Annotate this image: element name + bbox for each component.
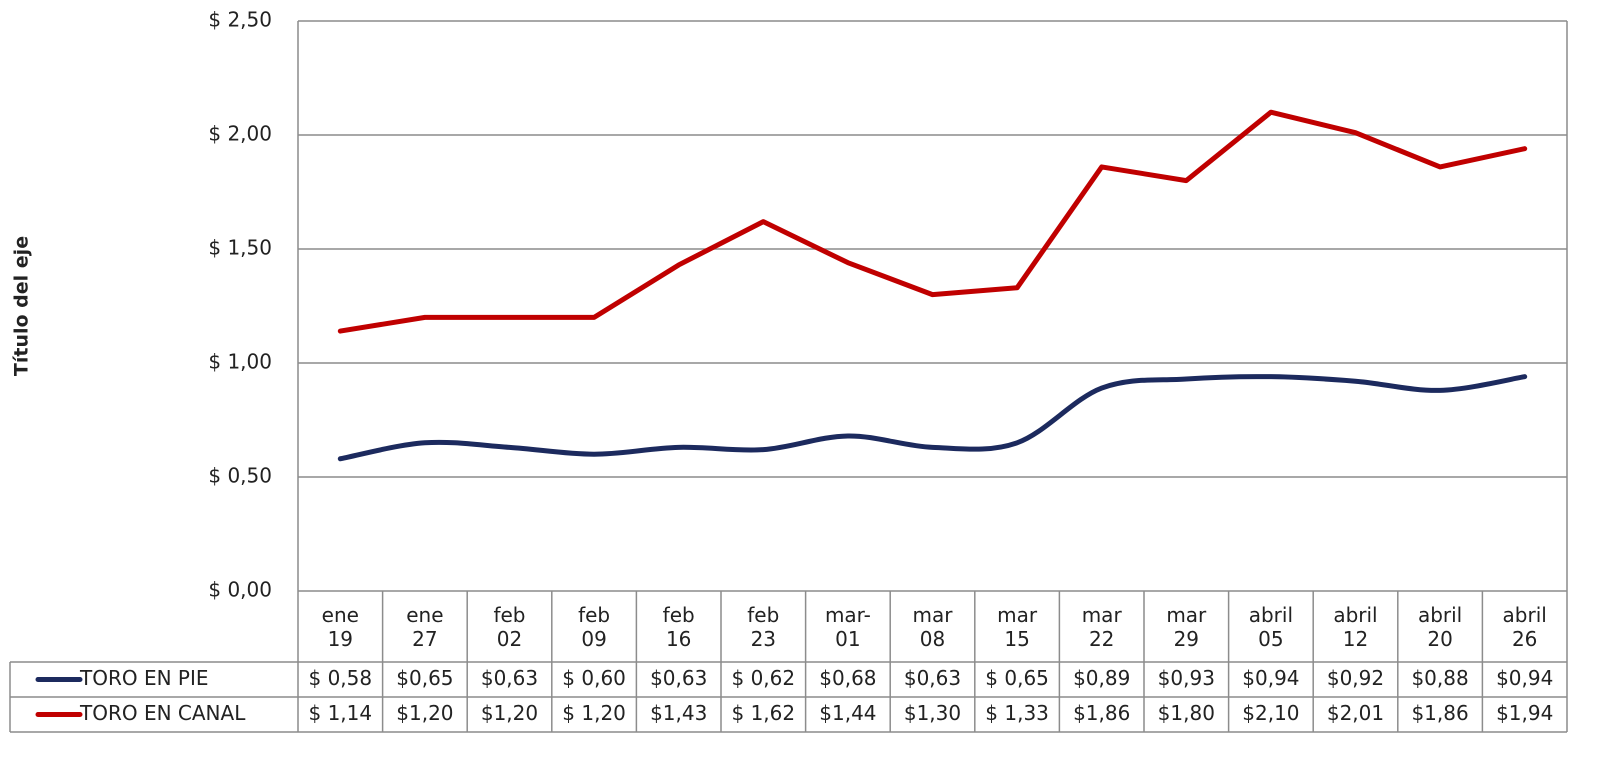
category-text: abril 20	[1417, 602, 1463, 651]
table-value: $1,20	[481, 701, 538, 725]
table-value: $1,30	[904, 701, 961, 725]
table-value: $ 0,62	[731, 666, 795, 690]
category-text: ene 27	[406, 602, 444, 651]
table-value: $ 1,33	[985, 701, 1049, 725]
table-value: $0,94	[1496, 666, 1553, 690]
category-text: mar 08	[912, 602, 953, 651]
table-value: $ 0,58	[308, 666, 372, 690]
table-value: $0,93	[1158, 666, 1215, 690]
x-tick-label: feb 09	[552, 591, 637, 662]
table-value: $0,65	[396, 666, 453, 690]
category-text: feb 09	[578, 602, 611, 651]
x-tick-label: ene 19	[298, 591, 383, 662]
x-tick-label: feb 16	[636, 591, 721, 662]
table-value: $0,63	[481, 666, 538, 690]
y-tick-label: $ 1,50	[208, 236, 272, 260]
table-value: $2,01	[1327, 701, 1384, 725]
x-tick-label: feb 23	[721, 591, 806, 662]
table-value: $ 1,14	[308, 701, 372, 725]
category-text: abril 12	[1333, 602, 1378, 651]
table-value: $0,94	[1242, 666, 1299, 690]
category-text: feb 02	[493, 602, 526, 651]
series-line	[337, 374, 1528, 462]
table-value: $0,92	[1327, 666, 1384, 690]
category-text: abril 05	[1248, 602, 1294, 651]
table-value: $ 1,20	[562, 701, 626, 725]
y-axis-title: Título del eje	[11, 236, 33, 376]
table-value: $0,68	[819, 666, 876, 690]
x-tick-label: mar-01	[806, 591, 891, 662]
x-tick-label: mar 08	[890, 591, 975, 662]
x-tick-label: mar 29	[1144, 591, 1229, 662]
table-value: $1,80	[1158, 701, 1215, 725]
table-value: $0,63	[904, 666, 961, 690]
category-text: feb 23	[747, 602, 780, 651]
table-value: $ 0,65	[985, 666, 1049, 690]
x-tick-label: ene 27	[383, 591, 468, 662]
y-tick-label: $ 0,00	[208, 578, 272, 602]
x-tick-label: feb 02	[467, 591, 552, 662]
y-tick-label: $ 0,50	[208, 464, 272, 488]
table-value: $1,20	[396, 701, 453, 725]
x-tick-label: mar 22	[1059, 591, 1144, 662]
x-tick-label: abril 20	[1398, 591, 1483, 662]
category-text: abril 26	[1502, 602, 1547, 651]
category-text: ene 19	[321, 602, 359, 651]
table-value: $0,63	[650, 666, 707, 690]
table-value: $2,10	[1242, 701, 1299, 725]
category-text: mar 15	[997, 602, 1038, 651]
table-value: $ 0,60	[562, 666, 626, 690]
table-value: $1,86	[1411, 701, 1468, 725]
series-line	[337, 109, 1528, 334]
category-text: mar-01	[824, 602, 871, 651]
table-value: $1,44	[819, 701, 876, 725]
x-tick-label: abril 26	[1482, 591, 1567, 662]
y-tick-label: $ 2,50	[208, 8, 272, 32]
table-value: $1,86	[1073, 701, 1130, 725]
y-tick-label: $ 1,00	[208, 350, 272, 374]
y-tick-label: $ 2,00	[208, 122, 272, 146]
table-value: $1,43	[650, 701, 707, 725]
x-tick-label: abril 05	[1229, 591, 1314, 662]
table-value: $0,88	[1411, 666, 1468, 690]
table-value: $0,89	[1073, 666, 1130, 690]
category-text: mar 29	[1166, 602, 1207, 651]
x-tick-label: mar 15	[975, 591, 1060, 662]
table-value: $1,94	[1496, 701, 1553, 725]
category-text: mar 22	[1081, 602, 1122, 651]
category-text: feb 16	[662, 602, 695, 651]
legend-label: TORO EN CANAL	[79, 701, 246, 725]
legend-label: TORO EN PIE	[79, 666, 209, 690]
x-tick-label: abril 12	[1313, 591, 1398, 662]
table-value: $ 1,62	[731, 701, 795, 725]
